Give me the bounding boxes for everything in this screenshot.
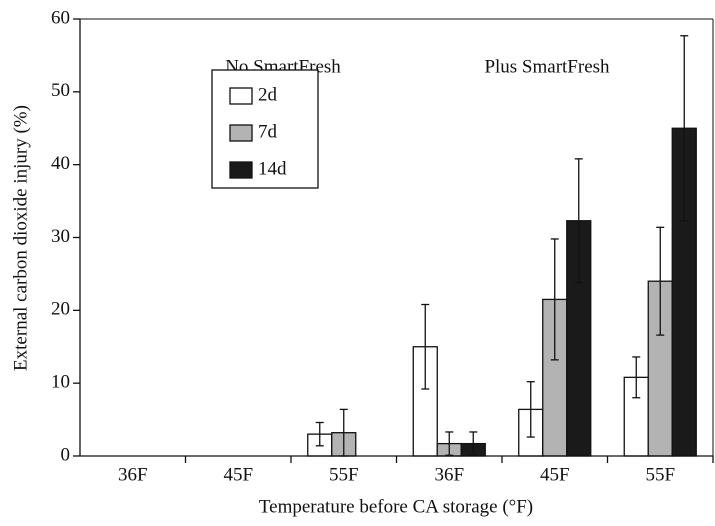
legend-swatch: [229, 87, 253, 105]
annotation: Plus SmartFresh: [484, 56, 610, 77]
x-tick-label: 36F: [434, 464, 464, 485]
legend-label: 2d: [258, 84, 278, 105]
y-tick-label: 50: [51, 80, 70, 101]
y-tick-label: 10: [51, 372, 70, 393]
x-tick-label: 55F: [329, 464, 359, 485]
y-tick-label: 40: [51, 153, 70, 174]
y-tick-label: 20: [51, 299, 70, 320]
legend-swatch: [229, 124, 253, 142]
legend-swatch: [229, 161, 253, 179]
y-tick-label: 60: [51, 7, 70, 28]
legend-label: 7d: [258, 121, 278, 142]
x-tick-label: 36F: [118, 464, 148, 485]
y-tick-label: 0: [61, 444, 71, 465]
x-tick-label: 55F: [645, 464, 675, 485]
y-axis-label: External carbon dioxide injury (%): [10, 105, 31, 371]
legend-label: 14d: [258, 158, 287, 179]
y-tick-label: 30: [51, 226, 70, 247]
x-tick-label: 45F: [540, 464, 570, 485]
x-axis-label: Temperature before CA storage (°F): [259, 496, 533, 517]
x-tick-label: 45F: [223, 464, 253, 485]
